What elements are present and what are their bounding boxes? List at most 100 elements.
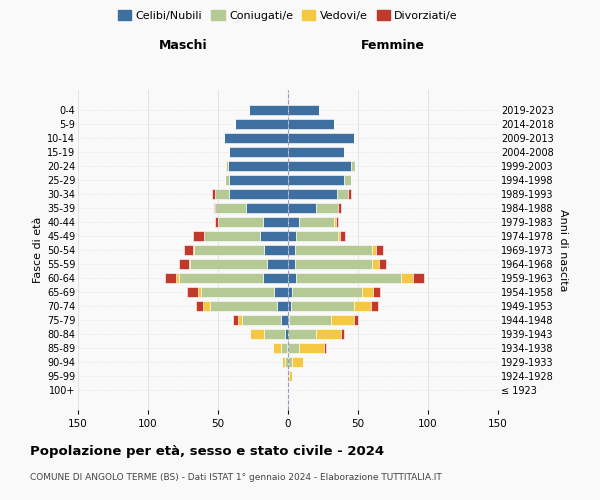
Bar [372,258,379,270]
Bar [267,258,288,270]
Bar [348,188,351,200]
Bar [249,104,288,116]
Bar [226,160,228,172]
Bar [184,244,193,256]
Bar [196,300,203,312]
Bar [288,356,292,368]
Bar [351,160,355,172]
Bar [288,188,337,200]
Bar [338,230,340,241]
Bar [288,174,344,186]
Bar [215,216,218,228]
Bar [331,314,354,326]
Bar [335,216,338,228]
Bar [288,258,295,270]
Bar [199,286,201,298]
Bar [288,328,316,340]
Bar [288,342,299,353]
Bar [281,314,288,326]
Bar [203,300,209,312]
Bar [289,314,331,326]
Bar [224,132,288,143]
Bar [285,328,288,340]
Y-axis label: Fasce di età: Fasce di età [32,217,43,283]
Bar [229,188,288,200]
Bar [288,146,344,158]
Bar [379,258,386,270]
Text: Femmine: Femmine [361,38,425,52]
Bar [215,202,246,213]
Bar [334,216,335,228]
Bar [233,314,238,326]
Bar [299,342,325,353]
Bar [285,356,288,368]
Bar [246,202,288,213]
Bar [288,118,334,130]
Bar [292,286,362,298]
Bar [225,160,226,172]
Bar [287,342,288,353]
Bar [238,314,242,326]
Bar [212,188,215,200]
Bar [264,244,288,256]
Bar [376,244,383,256]
Bar [292,356,304,368]
Bar [242,314,281,326]
Y-axis label: Anni di nascita: Anni di nascita [557,209,568,291]
Bar [194,244,264,256]
Bar [296,272,401,283]
Bar [289,370,292,382]
Bar [193,230,204,241]
Bar [337,188,348,200]
Bar [281,342,287,353]
Bar [176,272,179,283]
Bar [179,258,188,270]
Bar [372,244,376,256]
Bar [413,272,424,283]
Bar [288,132,354,143]
Bar [338,202,341,213]
Bar [354,300,371,312]
Bar [193,244,194,256]
Bar [288,160,351,172]
Bar [235,118,288,130]
Bar [340,230,346,241]
Bar [218,216,263,228]
Bar [296,230,338,241]
Bar [299,216,334,228]
Bar [295,258,372,270]
Bar [288,370,289,382]
Bar [344,174,351,186]
Bar [288,202,316,213]
Bar [179,272,263,283]
Bar [288,272,296,283]
Bar [277,300,288,312]
Bar [272,342,281,353]
Bar [362,286,373,298]
Bar [190,258,267,270]
Bar [165,272,176,283]
Bar [274,286,288,298]
Bar [371,300,377,312]
Bar [288,314,289,326]
Bar [215,188,229,200]
Bar [264,328,285,340]
Bar [187,286,199,298]
Bar [401,272,413,283]
Bar [291,300,354,312]
Bar [225,174,229,186]
Bar [288,216,299,228]
Bar [295,244,372,256]
Bar [229,174,288,186]
Bar [228,160,288,172]
Bar [341,328,344,340]
Bar [283,356,285,368]
Bar [316,202,338,213]
Bar [288,300,291,312]
Bar [214,202,215,213]
Bar [209,300,277,312]
Bar [263,216,288,228]
Bar [373,286,380,298]
Bar [288,244,295,256]
Bar [263,272,288,283]
